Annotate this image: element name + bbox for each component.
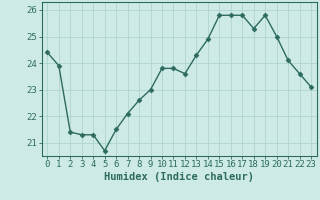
X-axis label: Humidex (Indice chaleur): Humidex (Indice chaleur) — [104, 172, 254, 182]
